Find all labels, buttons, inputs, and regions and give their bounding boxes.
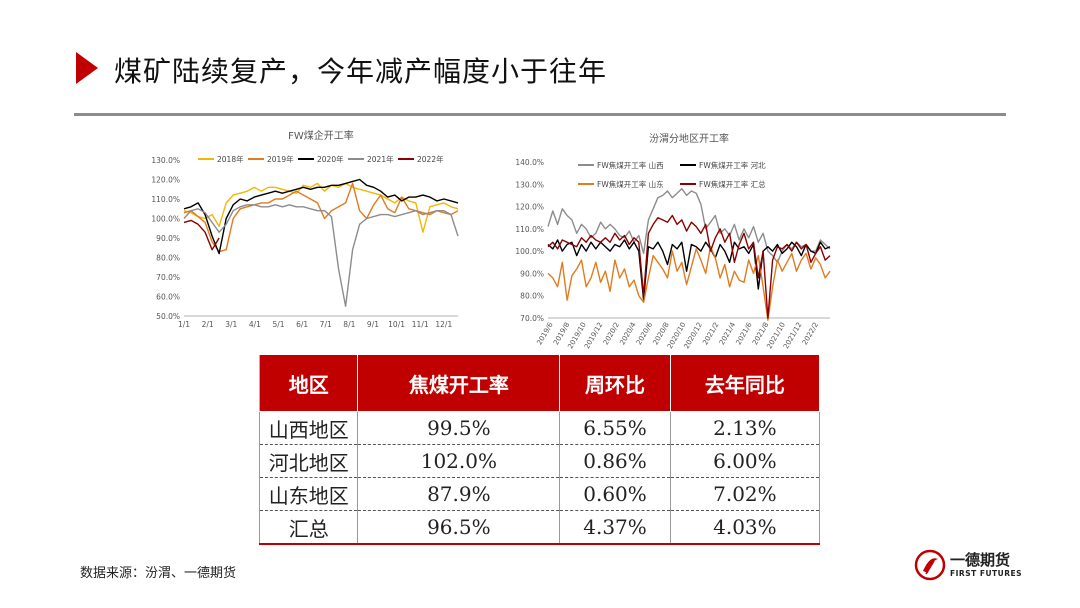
x-tick-label: 9/1 <box>367 320 379 329</box>
x-tick-label: 7/1 <box>320 320 332 329</box>
legend-label: FW焦煤开工率 河北 <box>699 160 766 170</box>
x-tick-label: 6/1 <box>296 320 308 329</box>
cell-region: 山西地区 <box>258 411 359 445</box>
chart-regional-operating-rate: 汾渭分地区开工率 70.0% 80.0% 90.0% 100.0% 110.0% 120.0… <box>508 126 846 352</box>
operating-rate-table: 地区 焦煤开工率 周环比 去年同比 山西地区 99.5% 6.55% 2.13%… <box>258 354 821 545</box>
header-region: 地区 <box>258 354 359 412</box>
y-tick-label: 70.0% <box>520 314 544 323</box>
cell-region: 河北地区 <box>258 444 359 478</box>
table-row: 山西地区 99.5% 6.55% 2.13% <box>258 411 821 445</box>
series-line-2 <box>547 239 831 301</box>
legend-label: 2018年 <box>217 154 244 164</box>
legend-label: 2022年 <box>417 154 444 164</box>
y-tick-label: 110.0% <box>515 225 544 234</box>
company-logo: 一德期货 FIRST FUTURES <box>914 549 1024 583</box>
page-title: 煤矿陆续复产，今年减产幅度小于往年 <box>114 55 608 88</box>
data-source-note: 数据来源：汾渭、一德期货 <box>80 566 237 581</box>
cell-rate: 87.9% <box>357 477 561 511</box>
table-header-row: 地区 焦煤开工率 周环比 去年同比 <box>258 354 821 412</box>
y-tick-label: 120.0% <box>151 176 180 185</box>
y-tick-label: 80.0% <box>156 254 180 263</box>
cell-yoy: 7.02% <box>669 477 821 511</box>
legend-label: 2021年 <box>367 154 394 164</box>
series-line-4 <box>547 214 831 319</box>
chart-title: 汾渭分地区开工率 <box>649 132 729 145</box>
header-week-over-week: 周环比 <box>559 354 671 412</box>
x-tick-label: 11/1 <box>412 320 429 329</box>
legend-label: 2020年 <box>317 154 344 164</box>
header-coking-coal-rate: 焦煤开工率 <box>357 354 561 412</box>
series-line-2 <box>183 182 459 253</box>
series-line-4 <box>183 204 459 307</box>
x-tick-label: 12/1 <box>435 320 452 329</box>
series-line-1 <box>547 188 831 263</box>
y-tick-label: 80.0% <box>520 292 544 301</box>
y-tick-label: 50.0% <box>156 312 180 321</box>
y-tick-label: 100.0% <box>151 215 180 224</box>
series-line-3 <box>183 178 459 255</box>
x-tick-label: 10/1 <box>388 320 405 329</box>
y-tick-label: 60.0% <box>156 293 180 302</box>
logo-subtitle: FIRST FUTURES <box>950 569 1023 578</box>
logo-emblem-icon <box>914 549 946 581</box>
chart-coal-enterprise-operating-rate: FW煤企开工率 50.0% 60.0% 70.0% 80.0% 90.0% 100.0% 11… <box>140 122 470 338</box>
cell-wow: 0.60% <box>559 477 671 511</box>
cell-wow: 4.37% <box>559 510 671 545</box>
x-tick-label: 5/1 <box>272 320 284 329</box>
cell-region: 山东地区 <box>258 477 359 511</box>
title-arrow <box>76 52 98 84</box>
x-tick-label: 4/1 <box>249 320 261 329</box>
y-tick-label: 130.0% <box>151 156 180 165</box>
y-tick-label: 70.0% <box>156 273 180 282</box>
x-tick-label: 2022/2 <box>801 321 820 346</box>
legend-label: FW焦煤开工率 山东 <box>597 179 664 189</box>
x-tick-label: 8/1 <box>343 320 355 329</box>
cell-region: 汇总 <box>258 510 359 545</box>
y-tick-label: 90.0% <box>156 234 180 243</box>
logo-name: 一德期货 <box>950 551 1011 569</box>
legend-label: FW焦煤开工率 汇总 <box>699 179 766 189</box>
cell-wow: 0.86% <box>559 444 671 478</box>
y-tick-label: 140.0% <box>515 158 544 167</box>
cell-rate: 102.0% <box>357 444 561 478</box>
cell-wow: 6.55% <box>559 411 671 445</box>
chart-title: FW煤企开工率 <box>288 129 354 142</box>
table-row: 河北地区 102.0% 0.86% 6.00% <box>258 444 821 478</box>
cell-rate: 96.5% <box>357 510 561 545</box>
series-line-5 <box>183 219 220 251</box>
chart2-svg: 汾渭分地区开工率 70.0% 80.0% 90.0% 100.0% 110.0% 120.0… <box>515 132 831 350</box>
table-row: 山东地区 87.9% 0.60% 7.02% <box>258 477 821 511</box>
table-row: 汇总 96.5% 4.37% 4.03% <box>258 510 821 545</box>
y-tick-label: 110.0% <box>151 195 180 204</box>
cell-rate: 99.5% <box>357 411 561 445</box>
legend-label: 2019年 <box>267 154 294 164</box>
title-rule <box>74 113 1006 116</box>
y-tick-label: 120.0% <box>515 203 544 212</box>
cell-yoy: 4.03% <box>669 510 821 545</box>
legend-label: FW焦煤开工率 山西 <box>597 160 664 170</box>
cell-yoy: 2.13% <box>669 411 821 445</box>
y-tick-label: 130.0% <box>515 180 544 189</box>
header-year-over-year: 去年同比 <box>669 354 821 412</box>
x-tick-label: 2/1 <box>202 320 214 329</box>
x-tick-label: 3/1 <box>225 320 237 329</box>
series-line-3 <box>547 246 831 321</box>
y-tick-label: 100.0% <box>515 247 544 256</box>
y-tick-label: 90.0% <box>520 269 544 278</box>
x-tick-label: 1/1 <box>178 320 190 329</box>
chart1-svg: FW煤企开工率 50.0% 60.0% 70.0% 80.0% 90.0% 100.0% 11… <box>151 129 459 329</box>
cell-yoy: 6.00% <box>669 444 821 478</box>
